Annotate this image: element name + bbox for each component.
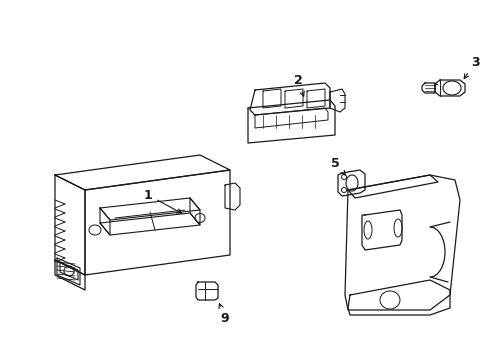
Text: 5: 5 xyxy=(330,157,345,175)
Text: 3: 3 xyxy=(463,55,478,78)
Text: 1: 1 xyxy=(143,189,181,213)
Text: 9: 9 xyxy=(219,304,229,324)
Text: 8: 8 xyxy=(0,359,1,360)
Text: 2: 2 xyxy=(293,73,304,96)
Text: 4: 4 xyxy=(0,359,1,360)
Text: 6: 6 xyxy=(0,359,1,360)
Text: 10: 10 xyxy=(0,359,1,360)
Text: 7: 7 xyxy=(0,359,1,360)
